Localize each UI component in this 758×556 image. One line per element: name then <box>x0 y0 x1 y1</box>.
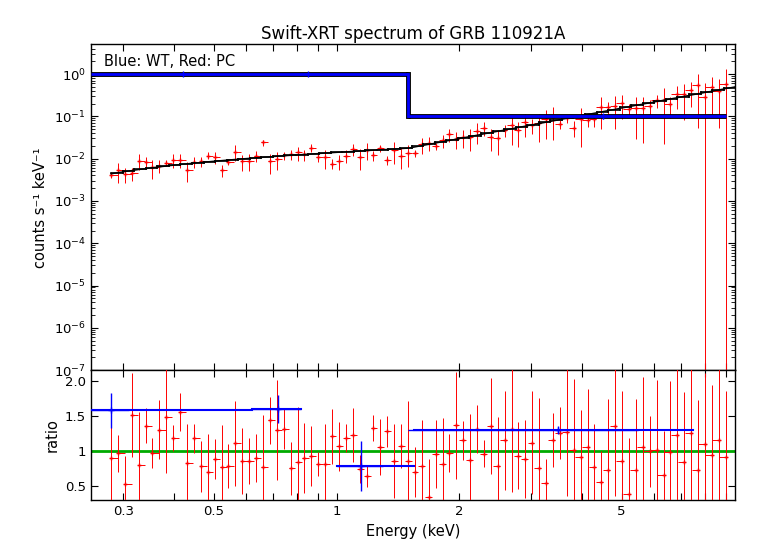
Title: Swift-XRT spectrum of GRB 110921A: Swift-XRT spectrum of GRB 110921A <box>261 25 565 43</box>
Text: Blue: WT, Red: PC: Blue: WT, Red: PC <box>104 54 235 70</box>
Y-axis label: counts s⁻¹ keV⁻¹: counts s⁻¹ keV⁻¹ <box>33 147 49 267</box>
Y-axis label: ratio: ratio <box>45 418 59 452</box>
X-axis label: Energy (keV): Energy (keV) <box>366 524 460 539</box>
